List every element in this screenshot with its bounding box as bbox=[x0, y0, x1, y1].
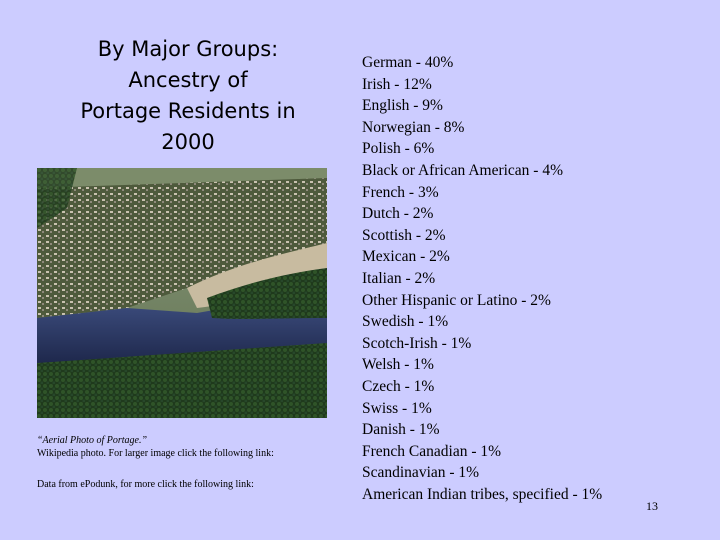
slide-number: 13 bbox=[646, 499, 658, 513]
list-item: Scottish - 2% bbox=[362, 226, 446, 244]
list-item: American Indian tribes, specified - 1% bbox=[362, 485, 603, 503]
photo-source-link[interactable]: Wikipedia photo. For larger image click … bbox=[37, 448, 274, 459]
list-item: Swiss - 1% bbox=[362, 399, 432, 417]
list-item: Irish - 12% bbox=[362, 75, 432, 93]
title-line: Portage Residents in bbox=[80, 99, 296, 123]
photo-caption: “Aerial Photo of Portage.” Wikipedia pho… bbox=[37, 434, 337, 491]
list-item: English - 9% bbox=[362, 97, 443, 115]
title-line: Ancestry of bbox=[128, 68, 248, 92]
list-item: Other Hispanic or Latino - 2% bbox=[362, 291, 551, 309]
title-line: By Major Groups: bbox=[97, 37, 279, 61]
list-item: Mexican - 2% bbox=[362, 248, 450, 266]
list-item: Scandinavian - 1% bbox=[362, 464, 480, 482]
list-item: Danish - 1% bbox=[362, 421, 440, 439]
ancestry-list: German - 40% Irish - 12% English - 9% No… bbox=[362, 52, 602, 505]
list-item: Norwegian - 8% bbox=[362, 118, 465, 136]
list-item: Scotch-Irish - 1% bbox=[362, 334, 472, 352]
list-item: German - 40% bbox=[362, 54, 454, 71]
list-item: Dutch - 2% bbox=[362, 205, 434, 223]
list-item: French Canadian - 1% bbox=[362, 442, 502, 460]
list-item: Polish - 6% bbox=[362, 140, 435, 158]
data-source-link[interactable]: Data from ePodunk, for more click the fo… bbox=[37, 479, 254, 490]
list-item: Czech - 1% bbox=[362, 377, 435, 395]
photo-title: “Aerial Photo of Portage.” bbox=[37, 435, 147, 446]
list-item: French - 3% bbox=[362, 183, 439, 201]
list-item: Welsh - 1% bbox=[362, 356, 434, 374]
title-line: 2000 bbox=[161, 130, 215, 154]
slide-title: By Major Groups: Ancestry of Portage Res… bbox=[38, 34, 338, 158]
aerial-photo-image[interactable] bbox=[37, 168, 327, 418]
list-item: Italian - 2% bbox=[362, 269, 436, 287]
list-item: Black or African American - 4% bbox=[362, 161, 563, 179]
list-item: Swedish - 1% bbox=[362, 313, 449, 331]
